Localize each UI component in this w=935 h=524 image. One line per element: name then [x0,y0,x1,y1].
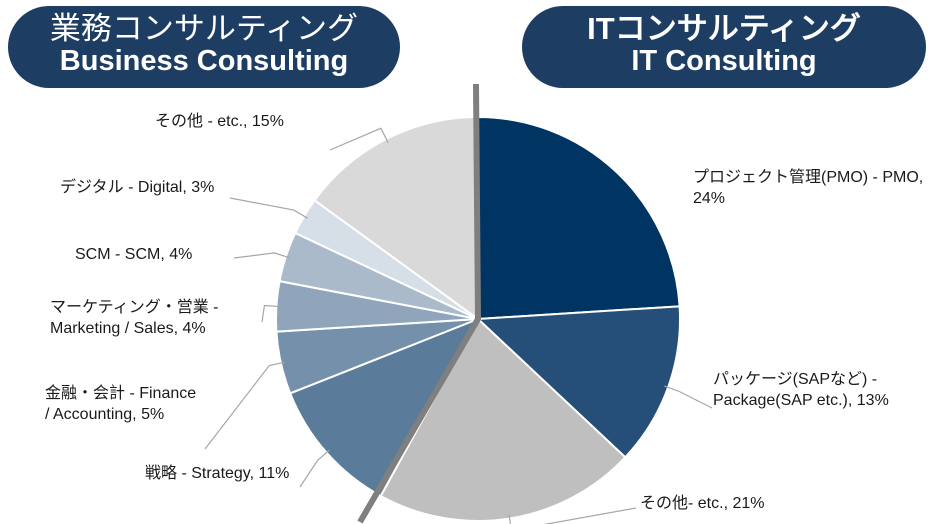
leader-line [508,507,637,524]
divider [357,83,482,524]
leader-line [329,127,389,151]
slice-label: その他 - etc., 15% [155,113,284,130]
header-ja: 業務コンサルティング [49,11,359,46]
slice-label: 戦略 - Strategy, 11% [145,465,290,482]
slice-label: デジタル - Digital, 3% [60,179,215,196]
leader-line [664,385,713,409]
leader-line [233,252,290,259]
header-it: ITコンサルティング IT Consulting [522,6,926,88]
leader-line [261,304,281,323]
leader-line [299,449,330,488]
slice-label: 金融・会計 - Finance / Accounting, 5% [45,385,197,423]
pie-slice [477,115,681,321]
slice-label: パッケージ(SAPなど) - Package(SAP etc.), 13% [713,371,889,409]
slice-label: その他- etc., 21% [640,495,765,512]
header-business: 業務コンサルティング Business Consulting [8,6,400,88]
header-en: IT Consulting [631,45,817,78]
leader-line [229,197,308,219]
header-en: Business Consulting [59,45,349,78]
slice-label: プロジェクト管理(PMO) - PMO, 24% [693,169,924,207]
slice-label: マーケティング・営業 - Marketing / Sales, 4% [50,299,219,337]
header-ja: ITコンサルティング [587,11,861,46]
leader-line [204,361,285,450]
slice-label: SCM - SCM, 4% [75,246,193,263]
